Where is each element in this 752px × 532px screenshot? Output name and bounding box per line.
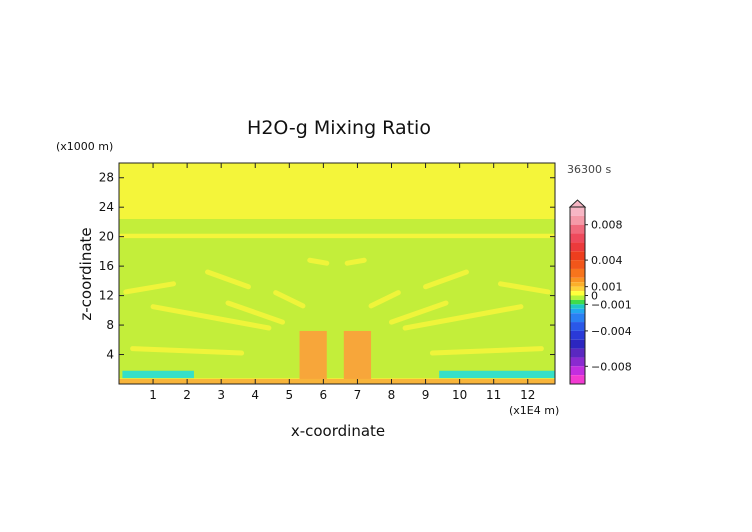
colorbar-tick-label: 0.001 (591, 281, 623, 294)
colorbar-band (570, 348, 585, 358)
x-tick-label: 10 (452, 388, 467, 402)
field-detail (119, 234, 555, 356)
colorbar-band (570, 295, 585, 300)
field-region-upper-green-layer (119, 218, 555, 234)
field-streak (205, 269, 251, 290)
x-axis-label: x-coordinate (291, 422, 385, 440)
colorbar-band (570, 251, 585, 261)
colorbar-band (570, 366, 585, 376)
plot-frame (118, 162, 556, 385)
colorbar-band (570, 233, 585, 243)
field-region-warm-core-left (299, 330, 327, 380)
y-tick-label: 8 (106, 318, 114, 332)
colorbar-band (570, 322, 585, 331)
colorbar-band (570, 291, 585, 296)
colorbar-band (570, 286, 585, 292)
colorbar-arrow (568, 199, 587, 208)
colorbar-tick-label: −0.004 (591, 325, 632, 338)
field-streak (423, 269, 469, 290)
x-tick-label: 3 (217, 388, 225, 402)
field-streak (389, 300, 449, 325)
chart-title: H2O-g Mixing Ratio (247, 117, 431, 139)
colorbar (568, 199, 587, 385)
field-streak (130, 346, 245, 356)
colorbar-band (570, 260, 585, 269)
field-streak (225, 300, 285, 325)
colorbar-band (570, 282, 585, 287)
x-tick-label: 1 (149, 388, 157, 402)
colorbar-band (570, 330, 585, 340)
x-tick-label: 7 (354, 388, 362, 402)
colorbar-band (570, 304, 585, 309)
y-unit-label: (x1000 m) (56, 140, 113, 153)
colorbar-tick-label: 0 (591, 290, 598, 303)
colorbar-band (570, 268, 585, 278)
y-tick-label: 28 (99, 171, 114, 185)
field-streak (344, 257, 367, 266)
field-region-mid-green-layer (119, 238, 555, 379)
colorbar-tick-label: −0.001 (591, 298, 632, 311)
colorbar-band (570, 242, 585, 252)
field-streak (273, 290, 306, 309)
colorbar-band (570, 215, 585, 225)
field-streak (368, 290, 401, 309)
y-tick-label: 16 (99, 259, 114, 273)
field-streak (498, 281, 551, 295)
y-tick-label: 12 (99, 289, 114, 303)
field-streak (150, 304, 272, 331)
x-tick-label: 6 (320, 388, 328, 402)
field-streak (429, 346, 544, 356)
colorbar-tick-label: −0.008 (591, 360, 632, 373)
colorbar-band (570, 357, 585, 367)
colorbar-band (570, 224, 585, 234)
x-tick-label: 4 (251, 388, 259, 402)
y-axis-label: z-coordinate (77, 227, 95, 320)
field-region-cyan-right (439, 370, 555, 379)
y-axis: 4 8 12 16 20 24 28 (99, 171, 555, 362)
y-tick-label: 24 (99, 200, 114, 214)
colorbar-band (570, 207, 585, 216)
field-region-cyan-left (122, 370, 194, 379)
x-axis: 1 2 3 4 5 6 7 8 9 10 11 12 (149, 163, 535, 402)
y-tick-label: 20 (99, 230, 114, 244)
colorbar-band (570, 277, 585, 283)
colorbar-band (570, 308, 585, 314)
x-tick-label: 5 (285, 388, 293, 402)
x-tick-label: 9 (422, 388, 430, 402)
x-tick-label: 2 (183, 388, 191, 402)
x-tick-label: 12 (520, 388, 535, 402)
field-streak (402, 304, 524, 331)
colorbar-tick-label: 0.008 (591, 219, 623, 232)
colorbar-band (570, 299, 585, 305)
field-region-surface-orange-strip (119, 378, 555, 384)
field-layer (119, 163, 555, 384)
x-tick-label: 11 (486, 388, 501, 402)
x-tick-label: 8 (388, 388, 396, 402)
time-label: 36300 s (567, 163, 611, 176)
y-tick-label: 4 (106, 348, 114, 362)
x-unit-label: (x1E4 m) (509, 404, 559, 417)
field-streak (307, 257, 330, 266)
field-streak (123, 281, 176, 295)
colorbar-tick-label: 0.004 (591, 254, 623, 267)
field-region-warm-core-right (343, 330, 372, 380)
colorbar-band (570, 313, 585, 323)
colorbar-band (570, 375, 585, 384)
colorbar-band (570, 339, 585, 349)
